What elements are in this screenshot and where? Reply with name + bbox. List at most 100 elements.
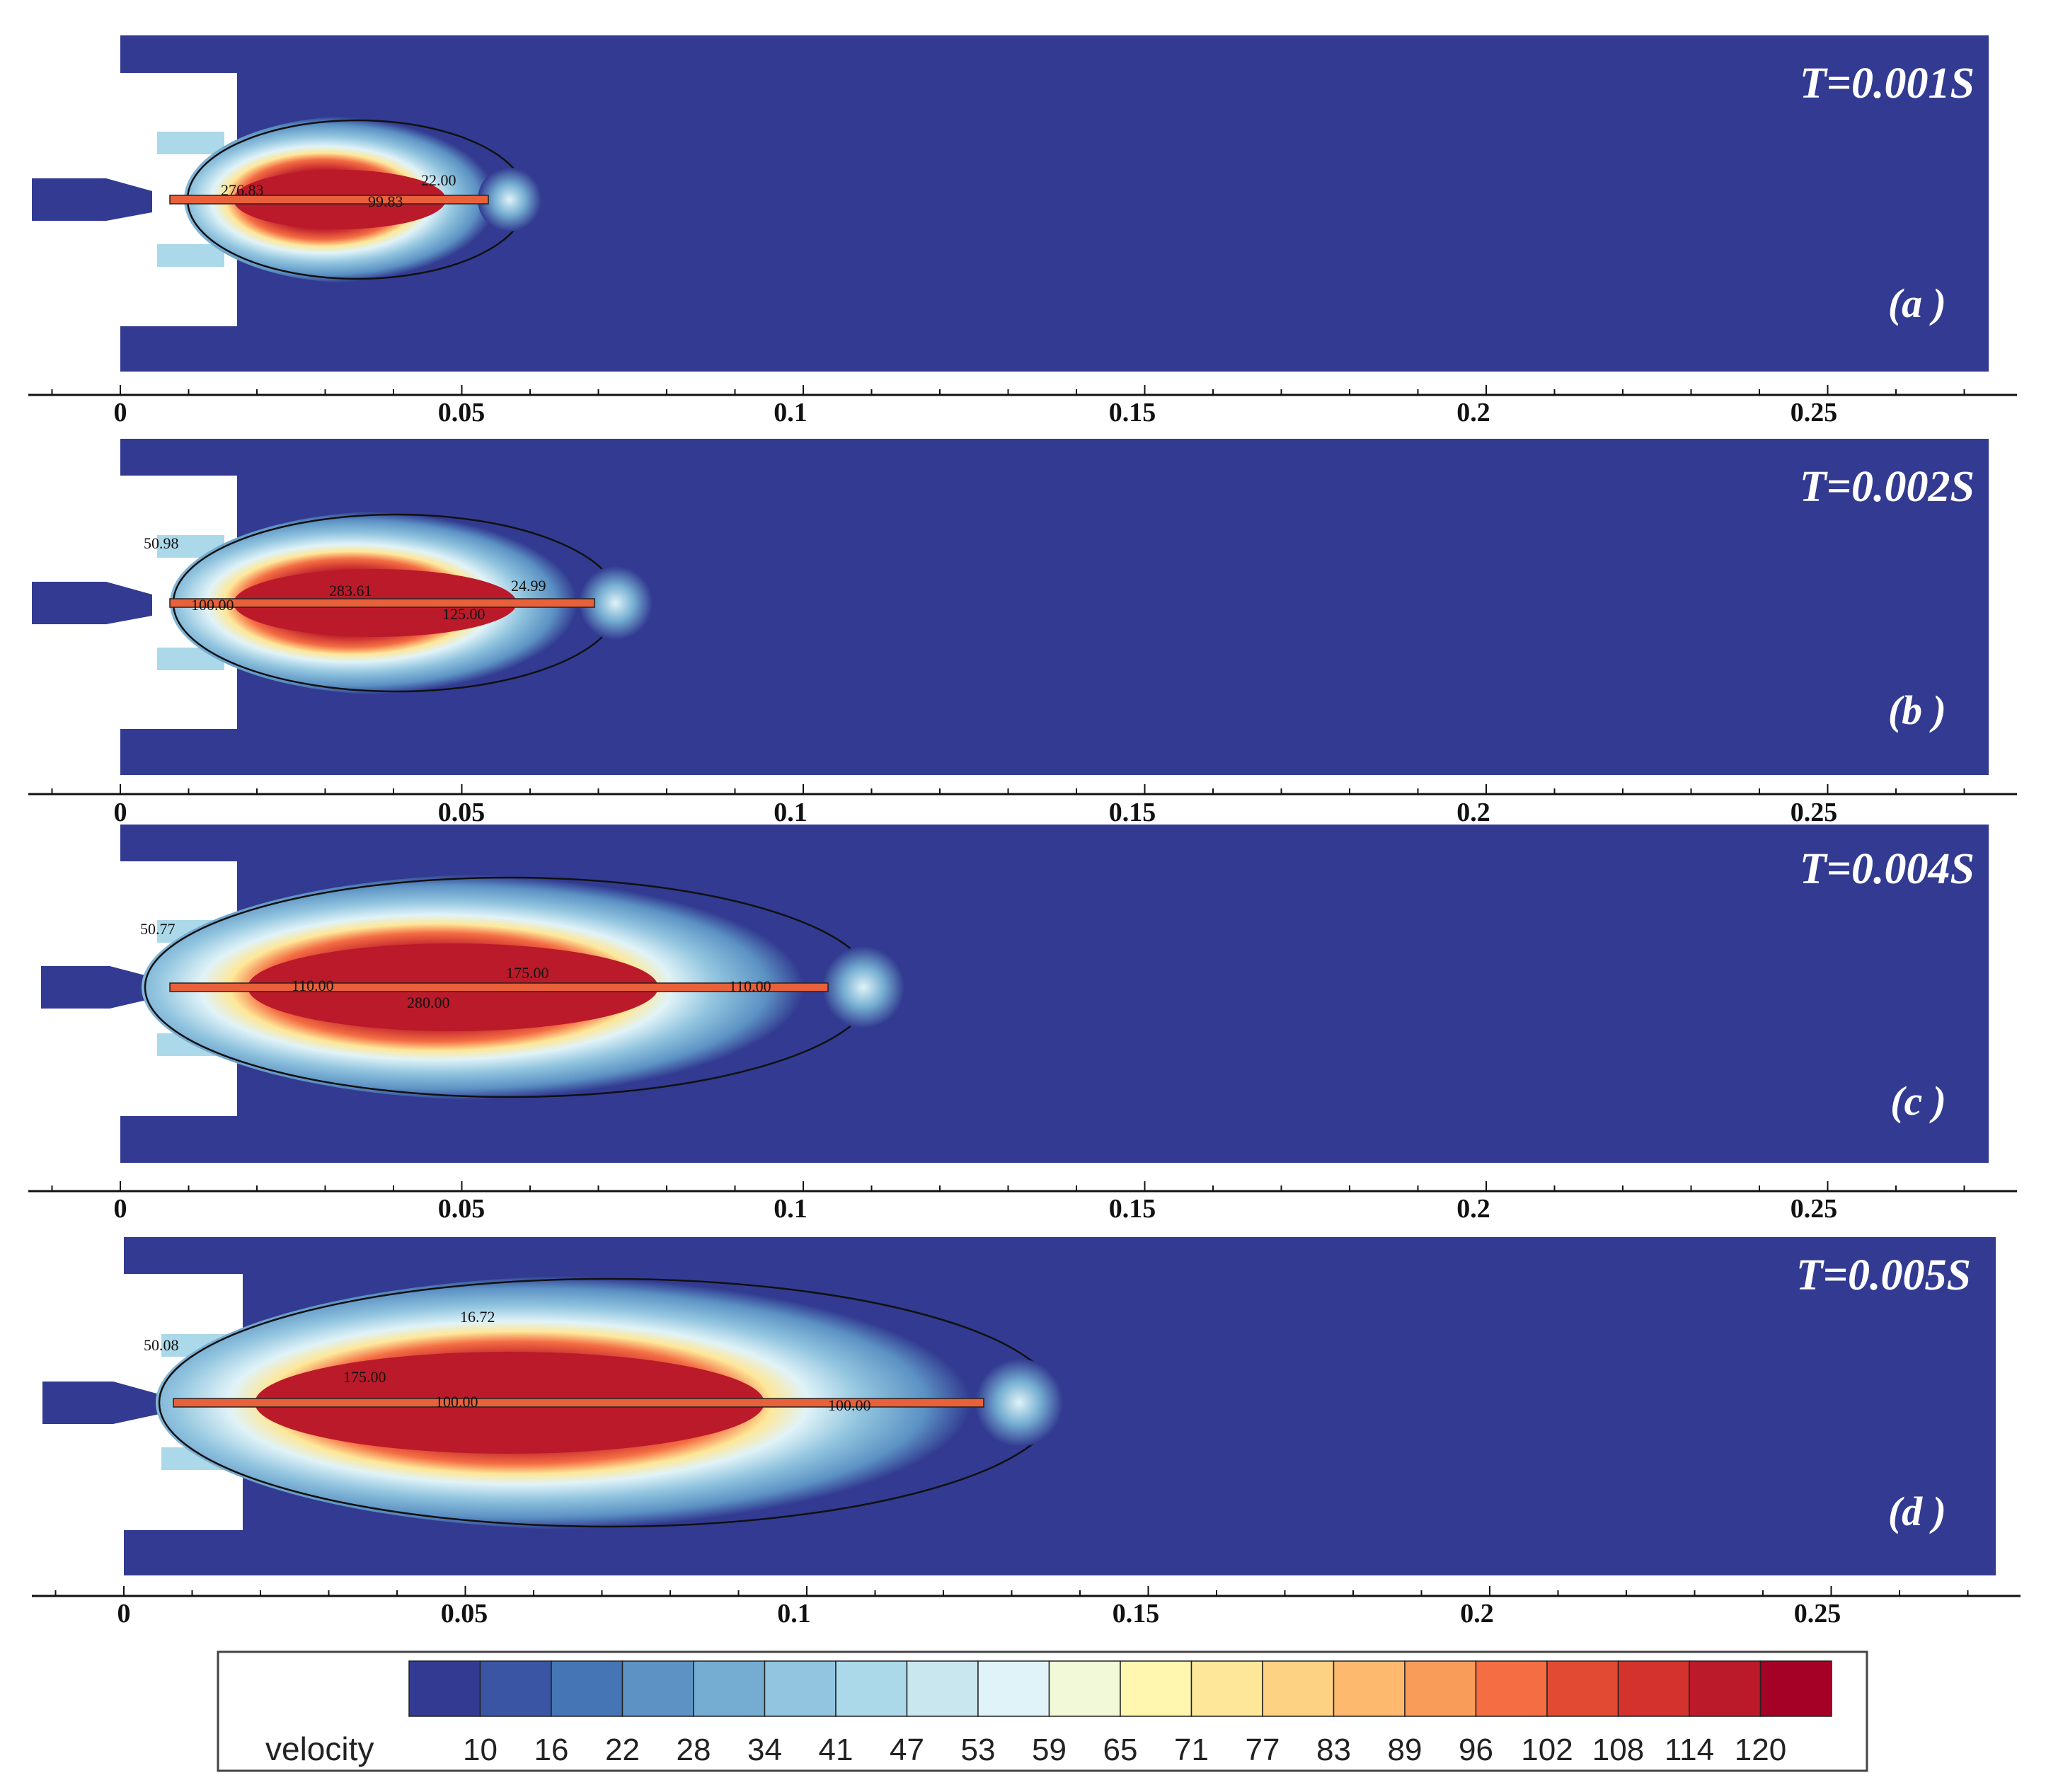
legend-title: velocity	[265, 1730, 374, 1767]
contour-label: 100.00	[191, 596, 234, 614]
legend-value-label: 120	[1735, 1733, 1786, 1767]
tick-label: 0.2	[1456, 398, 1490, 427]
contour-label: 283.61	[329, 582, 372, 599]
axis-ticks	[51, 385, 1965, 395]
legend-swatch	[835, 1660, 908, 1717]
legend-value-label: 96	[1459, 1733, 1493, 1767]
tick-label: 0.2	[1456, 798, 1490, 827]
contour-label: 16.72	[460, 1308, 495, 1326]
legend-swatch	[1404, 1660, 1477, 1717]
contour-label: 280.00	[407, 994, 450, 1011]
legend-swatch	[764, 1660, 837, 1717]
x-axis: 0 0.05 0.1 0.15 0.2 0.25	[28, 784, 2017, 827]
panel-title: T=0.001S	[1800, 59, 1975, 108]
panel-label: (b )	[1888, 687, 1946, 733]
panel-title: T=0.005S	[1796, 1251, 1971, 1299]
tick-label: 0.1	[774, 798, 808, 827]
tick-label: 0.05	[438, 1194, 485, 1224]
legend-value-label: 59	[1032, 1733, 1067, 1767]
tick-label: 0.1	[774, 1194, 808, 1224]
legend-value-label: 108	[1592, 1733, 1644, 1767]
legend-swatch	[1333, 1660, 1406, 1717]
legend-swatch	[408, 1660, 481, 1717]
legend-value-label: 28	[677, 1733, 711, 1767]
tick-label: 0.1	[774, 398, 808, 427]
nozzle-slot-lower	[157, 244, 224, 267]
contour-label: 110.00	[729, 977, 771, 995]
tick-label: 0.2	[1460, 1599, 1494, 1629]
tick-label: 0.25	[1794, 1599, 1841, 1629]
tick-label: 0.05	[438, 398, 485, 427]
legend-swatch	[1190, 1660, 1263, 1717]
legend-value-label: 41	[819, 1733, 854, 1767]
contour-label: 22.00	[421, 171, 456, 189]
panel-label: (c )	[1890, 1078, 1946, 1124]
legend-swatch	[1546, 1660, 1619, 1717]
contour-label: 24.99	[511, 577, 546, 595]
contour-labels: 276.83 99.83 22.00	[221, 171, 456, 210]
nozzle-slot-upper	[157, 132, 224, 154]
panel-d: 50.08 16.72 175.00 100.00 100.00 T=0.005…	[32, 1237, 2021, 1629]
legend-swatch	[1048, 1660, 1121, 1717]
tick-label: 0.25	[1791, 798, 1838, 827]
legend-value-label: 34	[747, 1733, 782, 1767]
panel-b: 50.98 100.00 283.61 24.99 125.00 T=0.002…	[28, 439, 2017, 827]
legend-value-label: 89	[1388, 1733, 1423, 1767]
contour-label: 50.98	[144, 534, 179, 552]
legend-value-label: 102	[1521, 1733, 1573, 1767]
inlet-nozzle	[41, 966, 156, 1009]
legend-swatch	[621, 1660, 694, 1717]
tick-label: 0.15	[1109, 398, 1156, 427]
contour-label: 50.08	[144, 1336, 179, 1354]
legend-value-label: 71	[1174, 1733, 1209, 1767]
panel-title: T=0.004S	[1800, 845, 1975, 893]
legend-swatch	[1617, 1660, 1690, 1717]
contour-label: 100.00	[435, 1393, 478, 1411]
contour-labels: 50.98 100.00 283.61 24.99 125.00	[144, 534, 546, 623]
panel-title: T=0.002S	[1800, 463, 1975, 511]
jet-core	[169, 598, 595, 608]
contour-label: 100.00	[828, 1396, 871, 1414]
plume-tip	[975, 1359, 1063, 1447]
legend-swatch	[1759, 1660, 1832, 1717]
axis-ticks	[51, 1181, 1965, 1191]
tick-label: 0.15	[1109, 798, 1156, 827]
panel-c: 50.77 110.00 175.00 280.00 110.00 T=0.00…	[28, 825, 2017, 1224]
tick-label: 0.2	[1456, 1194, 1490, 1224]
inlet-nozzle	[32, 178, 152, 221]
x-axis: 0 0.05 0.1 0.15 0.2 0.25	[28, 1181, 2017, 1224]
plume-tip	[822, 946, 904, 1028]
legend-value-label: 114	[1665, 1733, 1714, 1767]
contour-labels: 50.08 16.72 175.00 100.00 100.00	[144, 1308, 871, 1414]
contour-label: 175.00	[343, 1368, 386, 1386]
legend-value-label: 22	[605, 1733, 640, 1767]
contour-label: 99.83	[368, 193, 403, 210]
legend-swatch	[977, 1660, 1050, 1717]
legend-value-label: 65	[1103, 1733, 1138, 1767]
jet-core	[173, 1398, 984, 1408]
legend-value-label: 16	[534, 1733, 569, 1767]
jet-core	[169, 982, 829, 992]
legend-swatch	[479, 1660, 552, 1717]
inlet-nozzle	[32, 582, 152, 624]
legend-swatch	[906, 1660, 979, 1717]
legend-value-label: 83	[1316, 1733, 1351, 1767]
legend-swatch	[1262, 1660, 1335, 1717]
tick-label: 0.1	[777, 1599, 811, 1629]
contour-label: 276.83	[221, 181, 264, 199]
tick-label: 0	[114, 798, 127, 827]
panel-a: 276.83 99.83 22.00 T=0.001S (a ) 0 0.05 …	[28, 35, 2017, 427]
plume-tip	[478, 168, 541, 231]
inlet-nozzle	[42, 1382, 159, 1424]
contour-labels: 50.77 110.00 175.00 280.00 110.00	[140, 920, 771, 1011]
tick-label: 0.05	[441, 1599, 488, 1629]
plume-tip	[579, 566, 653, 640]
legend-value-labels: 10 16 22 28 34 41 47 53 59 65 71 77 83 89 96 102 108 114 1…	[463, 1733, 1786, 1767]
axis-ticks	[54, 1586, 1969, 1596]
panel-label: (a )	[1888, 280, 1946, 326]
contour-label: 110.00	[292, 977, 334, 994]
contour-label: 125.00	[442, 605, 485, 623]
velocity-legend: velocity 10 16 22 28 34 41 47 53 59 65 71 77 83 89 96 1…	[217, 1650, 1868, 1772]
tick-label: 0.15	[1113, 1599, 1160, 1629]
